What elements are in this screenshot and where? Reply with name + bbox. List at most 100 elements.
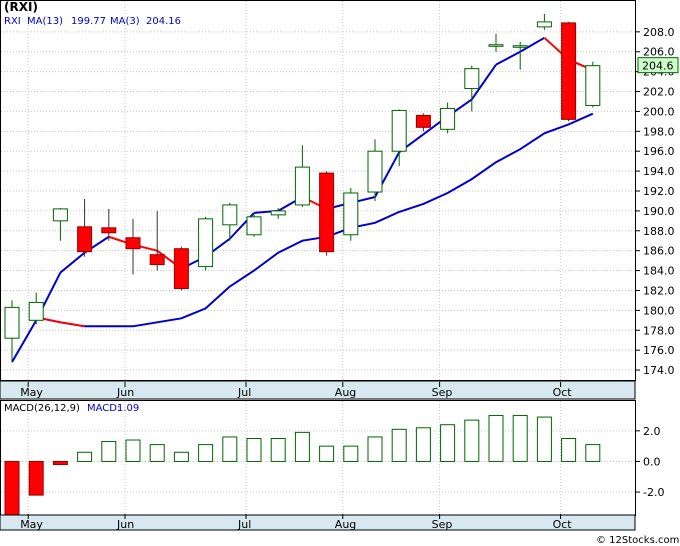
copyright: © 12Stocks.com xyxy=(596,535,679,546)
candle-body xyxy=(319,172,335,253)
macd-bar xyxy=(149,444,165,462)
last-price-box xyxy=(637,57,679,74)
candle-body xyxy=(28,301,44,321)
price-month-axis-band xyxy=(0,380,636,400)
macd-bar xyxy=(4,460,20,516)
legend-ma3-name: MA(3) xyxy=(110,16,140,27)
macd-bar xyxy=(222,436,238,462)
month-label: Jun xyxy=(116,386,134,399)
candle-body xyxy=(198,218,214,268)
ma3-segment xyxy=(59,251,86,274)
ma13-line xyxy=(35,112,594,328)
month-label: Jul xyxy=(237,386,251,399)
ma3-segment xyxy=(470,64,497,101)
macd-month-axis-band xyxy=(0,514,636,531)
price-tick-label: 180.0 xyxy=(643,304,675,317)
month-label: Oct xyxy=(553,518,573,531)
macd-bar xyxy=(125,439,141,462)
price-tick-label: 202.0 xyxy=(643,86,675,99)
candle-body xyxy=(125,237,141,250)
price-tick-label: 184.0 xyxy=(643,265,675,278)
macd-bar xyxy=(319,445,335,462)
price-tick-label: 194.0 xyxy=(643,165,675,178)
macd-bar xyxy=(415,427,431,462)
candle-body xyxy=(77,226,93,253)
price-tick-label: 188.0 xyxy=(643,225,675,238)
candlesticks xyxy=(4,13,601,363)
candle-body xyxy=(536,21,552,28)
macd-bars xyxy=(4,415,601,516)
candle-body xyxy=(440,107,456,130)
candle-body xyxy=(52,208,68,222)
ma13-line-start xyxy=(35,316,85,328)
macd-bar xyxy=(198,444,214,462)
price-tick-label: 178.0 xyxy=(643,324,675,337)
candle-body xyxy=(149,254,165,266)
month-label: May xyxy=(20,386,43,399)
candle-body xyxy=(585,65,601,106)
macd-bar xyxy=(367,436,383,462)
macd-bar xyxy=(343,445,359,462)
price-axis: 174.0 176.0 178.0 180.0 182.0 184.0 186.0 188.0… xyxy=(635,26,675,377)
candle-body xyxy=(343,192,359,236)
macd-bar xyxy=(77,451,93,462)
macd-bar xyxy=(440,424,456,462)
price-panel xyxy=(0,0,636,381)
candle-body xyxy=(512,45,528,48)
price-tick-label: 190.0 xyxy=(643,205,675,218)
candle-body xyxy=(367,150,383,193)
price-tick-label: 176.0 xyxy=(643,344,675,357)
candle-body xyxy=(4,306,20,339)
macd-bar xyxy=(488,415,504,462)
candle-body xyxy=(173,248,189,289)
price-tick-label: 196.0 xyxy=(643,145,675,158)
last-price-label: 204.6 xyxy=(642,60,674,73)
price-grid xyxy=(1,1,635,380)
macd-tick-label: 2.0 xyxy=(643,425,661,438)
candle-body xyxy=(101,227,117,234)
price-tick-label: 186.0 xyxy=(643,245,675,258)
month-label: Jun xyxy=(116,518,134,531)
ma3-segment xyxy=(495,50,521,66)
month-label: Aug xyxy=(335,386,356,399)
price-tick-label: 174.0 xyxy=(643,364,675,377)
price-tick-label: 192.0 xyxy=(643,185,675,198)
candle-body xyxy=(270,210,286,216)
candle-body xyxy=(391,109,407,152)
macd-bar xyxy=(294,431,310,462)
macd-month-labels: May Jun Jul Aug Sep Oct xyxy=(20,514,572,531)
price-tick-label: 208.0 xyxy=(643,26,675,39)
macd-bar xyxy=(585,444,601,462)
month-label: May xyxy=(20,518,43,531)
month-label: Aug xyxy=(335,518,356,531)
month-label: Sep xyxy=(432,518,453,531)
price-tick-label: 206.0 xyxy=(643,46,675,59)
legend-symbol: RXI xyxy=(4,16,21,27)
candle-body xyxy=(246,216,262,236)
macd-bar xyxy=(173,451,189,462)
price-tick-label: 182.0 xyxy=(643,284,675,297)
macd-tick-label: 0.0 xyxy=(643,455,661,468)
legend-ma13-name: MA(13) xyxy=(27,16,63,27)
candle-body xyxy=(464,68,480,90)
macd-bar xyxy=(101,441,117,462)
ma3-segment xyxy=(11,319,38,363)
candle-body xyxy=(488,44,504,47)
macd-legend-value: 1.09 xyxy=(117,403,139,414)
price-tick-label: 198.0 xyxy=(643,125,675,138)
macd-bar xyxy=(270,437,286,462)
legend-ma3-value: 204.16 xyxy=(146,16,181,27)
chart-title: (RXI) xyxy=(4,0,38,14)
macd-bar xyxy=(561,437,577,462)
macd-legend-label: MACD: xyxy=(87,403,120,414)
macd-axis: -2.0 0.0 2.0 xyxy=(635,425,664,499)
macd-legend-name: MACD(26,12,9) xyxy=(4,403,80,414)
month-label: Jul xyxy=(237,518,251,531)
candle-body xyxy=(294,166,310,206)
macd-bar xyxy=(52,460,68,465)
candle-body xyxy=(561,22,577,120)
month-label: Sep xyxy=(432,386,453,399)
macd-tick-label: -2.0 xyxy=(643,486,664,499)
macd-bar xyxy=(246,437,262,462)
